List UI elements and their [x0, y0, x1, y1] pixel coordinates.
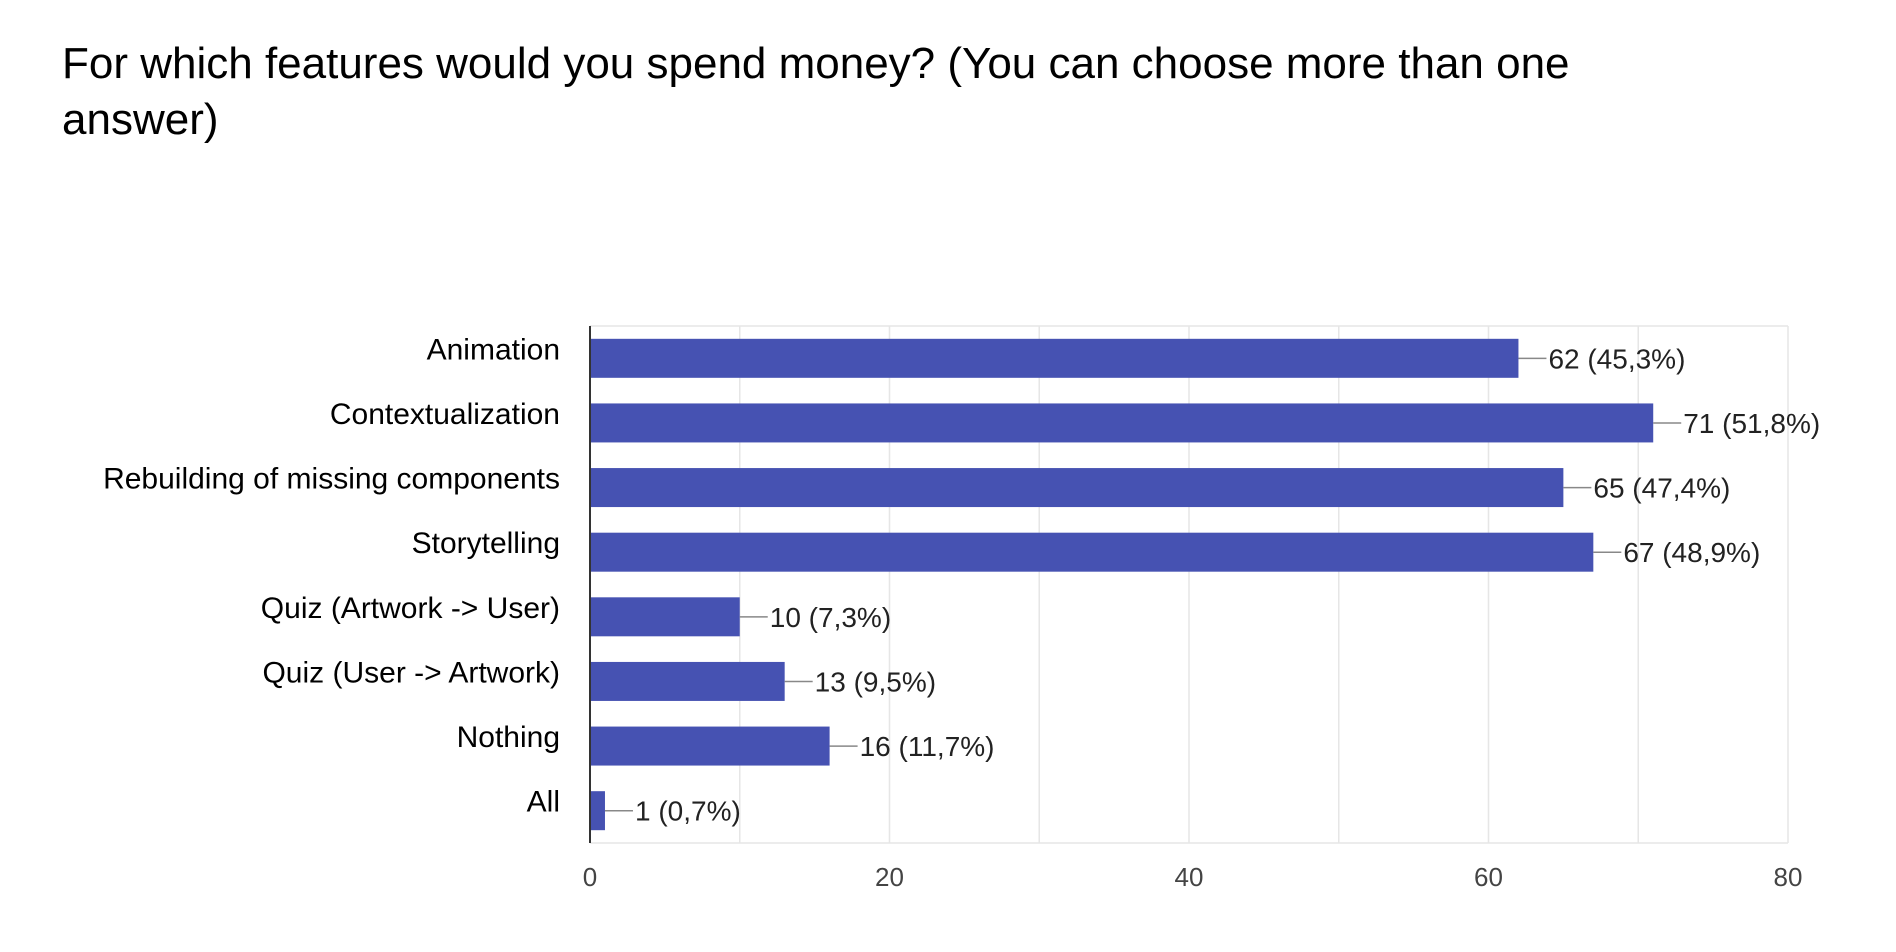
data-label: 71 (51,8%) [1683, 408, 1820, 439]
bar [590, 791, 605, 831]
category-label: Storytelling [412, 527, 560, 560]
data-label: 16 (11,7%) [860, 731, 995, 762]
x-tick-label: 80 [1774, 862, 1803, 892]
x-tick-label: 60 [1474, 862, 1503, 892]
bar [590, 403, 1654, 443]
bar [590, 726, 830, 766]
category-label: Nothing [457, 721, 560, 754]
x-tick-label: 40 [1175, 862, 1204, 892]
bar [590, 597, 740, 637]
bars [590, 338, 1654, 831]
axes: 0 20 40 60 80 [583, 326, 1803, 892]
category-label: Rebuilding of missing components [103, 463, 560, 496]
category-label: Quiz (Artwork -> User) [261, 592, 560, 625]
x-tick-label: 0 [583, 862, 597, 892]
bar [590, 532, 1594, 572]
bar [590, 338, 1519, 378]
category-label: Animation [427, 333, 560, 366]
data-label: 65 (47,4%) [1593, 473, 1730, 504]
data-label: 13 (9,5%) [815, 666, 936, 697]
category-label: Quiz (User -> Artwork) [262, 656, 560, 689]
chart-title: For which features would you spend money… [62, 39, 1570, 144]
category-label: All [527, 786, 560, 819]
bar [590, 468, 1564, 508]
data-label: 67 (48,9%) [1623, 537, 1760, 568]
bar [590, 661, 785, 701]
data-label: 1 (0,7%) [635, 796, 741, 827]
labels: 62 (45,3%) Animation 71 (51,8%) Contextuali… [103, 333, 1820, 826]
data-label: 10 (7,3%) [770, 602, 891, 633]
data-label: 62 (45,3%) [1548, 343, 1685, 374]
x-tick-label: 20 [875, 862, 904, 892]
category-label: Contextualization [330, 398, 560, 431]
